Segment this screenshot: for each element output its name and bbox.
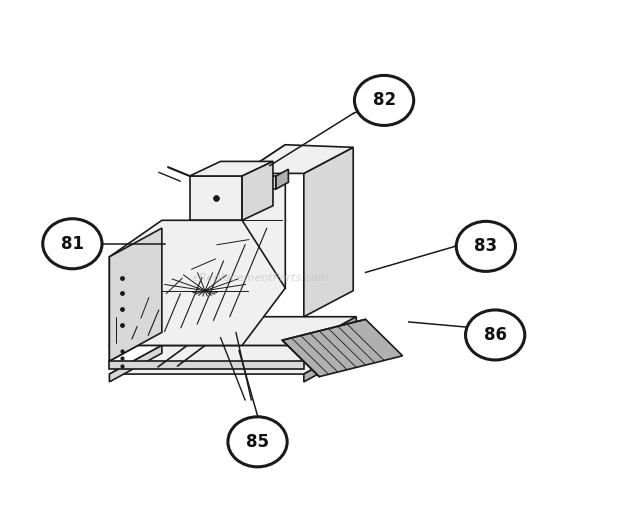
Polygon shape [304, 345, 356, 382]
Polygon shape [276, 169, 288, 189]
Text: 82: 82 [373, 91, 396, 110]
Circle shape [228, 417, 287, 467]
Polygon shape [251, 176, 276, 189]
Polygon shape [109, 316, 356, 345]
Text: 86: 86 [484, 326, 507, 344]
Polygon shape [109, 345, 162, 382]
Text: 85: 85 [246, 433, 269, 451]
Polygon shape [109, 228, 162, 361]
Polygon shape [304, 147, 353, 316]
Circle shape [466, 310, 525, 360]
Circle shape [355, 75, 414, 125]
Polygon shape [109, 220, 285, 345]
Polygon shape [242, 161, 273, 220]
Polygon shape [304, 316, 356, 361]
Text: 81: 81 [61, 235, 84, 253]
Polygon shape [282, 319, 402, 377]
Polygon shape [242, 145, 353, 173]
Polygon shape [109, 316, 162, 361]
Polygon shape [109, 345, 356, 374]
Circle shape [456, 221, 516, 271]
Polygon shape [242, 145, 285, 316]
Polygon shape [190, 161, 273, 176]
Text: eReplacementParts.com: eReplacementParts.com [192, 272, 329, 282]
Polygon shape [190, 176, 242, 220]
Polygon shape [109, 361, 304, 369]
Circle shape [43, 219, 102, 269]
Text: 83: 83 [474, 237, 497, 255]
